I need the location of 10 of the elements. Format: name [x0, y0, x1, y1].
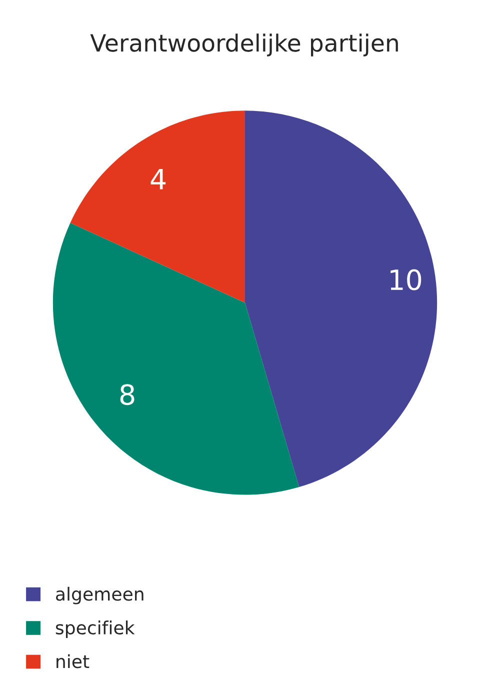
legend-label: specifiek [56, 620, 135, 638]
legend-label: niet [56, 654, 90, 668]
data-label: 10 [390, 269, 422, 290]
data-label: 4 [150, 168, 166, 190]
chart-title: Verantwoordelijke partijen [90, 34, 398, 56]
legend-label: algemeen [56, 586, 144, 604]
pie-slice [245, 110, 438, 488]
data-label: 8 [120, 384, 134, 406]
pie-slice [52, 222, 300, 495]
pie-slice [70, 110, 245, 303]
